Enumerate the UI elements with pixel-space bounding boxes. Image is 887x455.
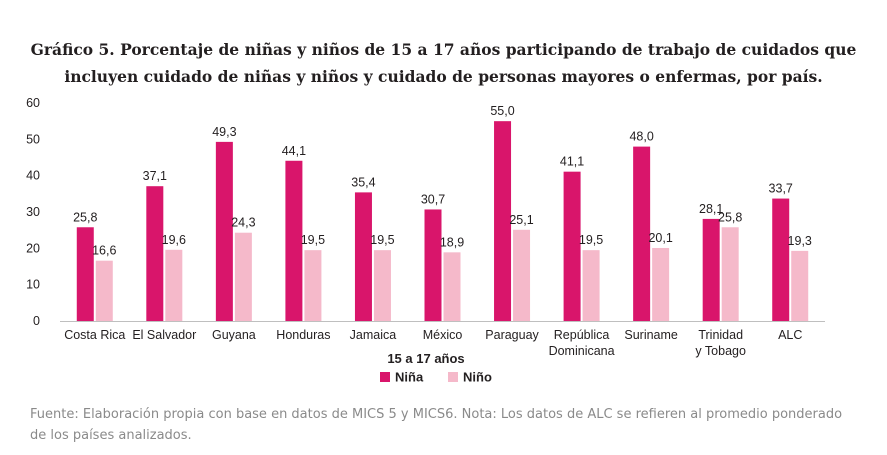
bar-nina <box>494 121 512 322</box>
x-tick-label: Costa Rica <box>64 328 125 342</box>
bar-nino <box>443 252 461 321</box>
x-tick-label: Paraguay <box>485 328 539 342</box>
y-tick-label: 30 <box>26 205 40 219</box>
data-label: 30,7 <box>421 192 445 206</box>
bars-group <box>76 121 809 322</box>
x-tick-label: Dominicana <box>549 344 615 358</box>
data-label: 19,5 <box>301 233 325 247</box>
legend-label: Niño <box>463 370 492 385</box>
bar-nina <box>146 186 164 321</box>
data-label: 48,0 <box>629 130 653 144</box>
data-label: 18,9 <box>440 235 464 249</box>
y-tick-label: 60 <box>26 96 40 110</box>
y-axis: 0 10 20 30 40 50 60 <box>26 96 40 328</box>
x-tick-label: México <box>423 328 463 342</box>
y-tick-label: 50 <box>26 132 40 146</box>
bar-nino <box>165 249 183 321</box>
bar-nino <box>234 232 252 321</box>
bar-nina <box>354 192 372 321</box>
legend-swatch-nina <box>380 372 390 382</box>
bar-nina <box>702 218 720 321</box>
data-label: 25,8 <box>73 210 97 224</box>
data-label: 33,7 <box>769 182 793 196</box>
x-tick-label: El Salvador <box>132 328 196 342</box>
x-axis-title: 15 a 17 años <box>387 351 464 366</box>
chart-title: Gráfico 5. Porcentaje de niñas y niños d… <box>30 40 857 86</box>
bar-nino <box>652 247 670 321</box>
value-labels-group: 25,8 16,6 37,1 19,6 49,3 24,3 44,1 19,5 35,4 19,5… <box>73 104 812 258</box>
data-label: 35,4 <box>351 175 375 189</box>
bar-nino <box>95 260 113 321</box>
legend-label: Niña <box>395 370 424 385</box>
data-label: 28,1 <box>699 202 723 216</box>
data-label: 20,1 <box>648 231 672 245</box>
bar-nino <box>304 250 322 321</box>
data-label: 49,3 <box>212 125 236 139</box>
bar-nino <box>373 250 391 321</box>
data-label: 19,6 <box>162 233 186 247</box>
bar-nino <box>791 250 809 321</box>
data-label: 25,1 <box>509 213 533 227</box>
bar-nino <box>721 227 739 321</box>
y-tick-label: 20 <box>26 241 40 255</box>
data-label: 16,6 <box>92 244 116 258</box>
x-axis: Costa Rica El Salvador Guyana Honduras Jamai… <box>60 321 825 358</box>
bar-nino <box>582 250 600 321</box>
y-tick-label: 40 <box>26 169 40 183</box>
x-tick-label: y Tobago <box>695 344 746 358</box>
data-label: 19,3 <box>788 234 812 248</box>
data-label: 19,5 <box>370 233 394 247</box>
legend: Niña Niño <box>380 370 492 385</box>
x-tick-label: ALC <box>778 328 802 342</box>
data-label: 44,1 <box>282 144 306 158</box>
x-tick-label: República <box>554 328 610 342</box>
x-tick-label: Honduras <box>276 328 330 342</box>
x-tick-label: Jamaica <box>350 328 397 342</box>
data-label: 41,1 <box>560 155 584 169</box>
y-tick-label: 10 <box>26 278 40 292</box>
x-tick-label: Guyana <box>212 328 256 342</box>
bar-nina <box>633 146 651 321</box>
legend-swatch-nino <box>448 372 458 382</box>
data-label: 55,0 <box>490 104 514 118</box>
bar-nina <box>772 198 790 321</box>
data-label: 19,5 <box>579 233 603 247</box>
bar-nina <box>563 171 581 321</box>
x-tick-label: Trinidad <box>698 328 743 342</box>
x-tick-label: Suriname <box>624 328 678 342</box>
source-note: Fuente: Elaboración propia con base en d… <box>30 407 843 443</box>
bar-nina <box>285 160 303 321</box>
bar-chart: 0 10 20 30 40 50 60 25,8 16,6 37,1 19,6 49,3 24,3 44… <box>26 96 825 385</box>
data-label: 24,3 <box>231 216 255 230</box>
data-label: 25,8 <box>718 210 742 224</box>
bar-nino <box>513 229 531 321</box>
bar-nina <box>424 209 442 321</box>
y-tick-label: 0 <box>33 314 40 328</box>
bar-nina <box>215 141 233 321</box>
data-label: 37,1 <box>143 169 167 183</box>
bar-nina <box>76 227 94 321</box>
